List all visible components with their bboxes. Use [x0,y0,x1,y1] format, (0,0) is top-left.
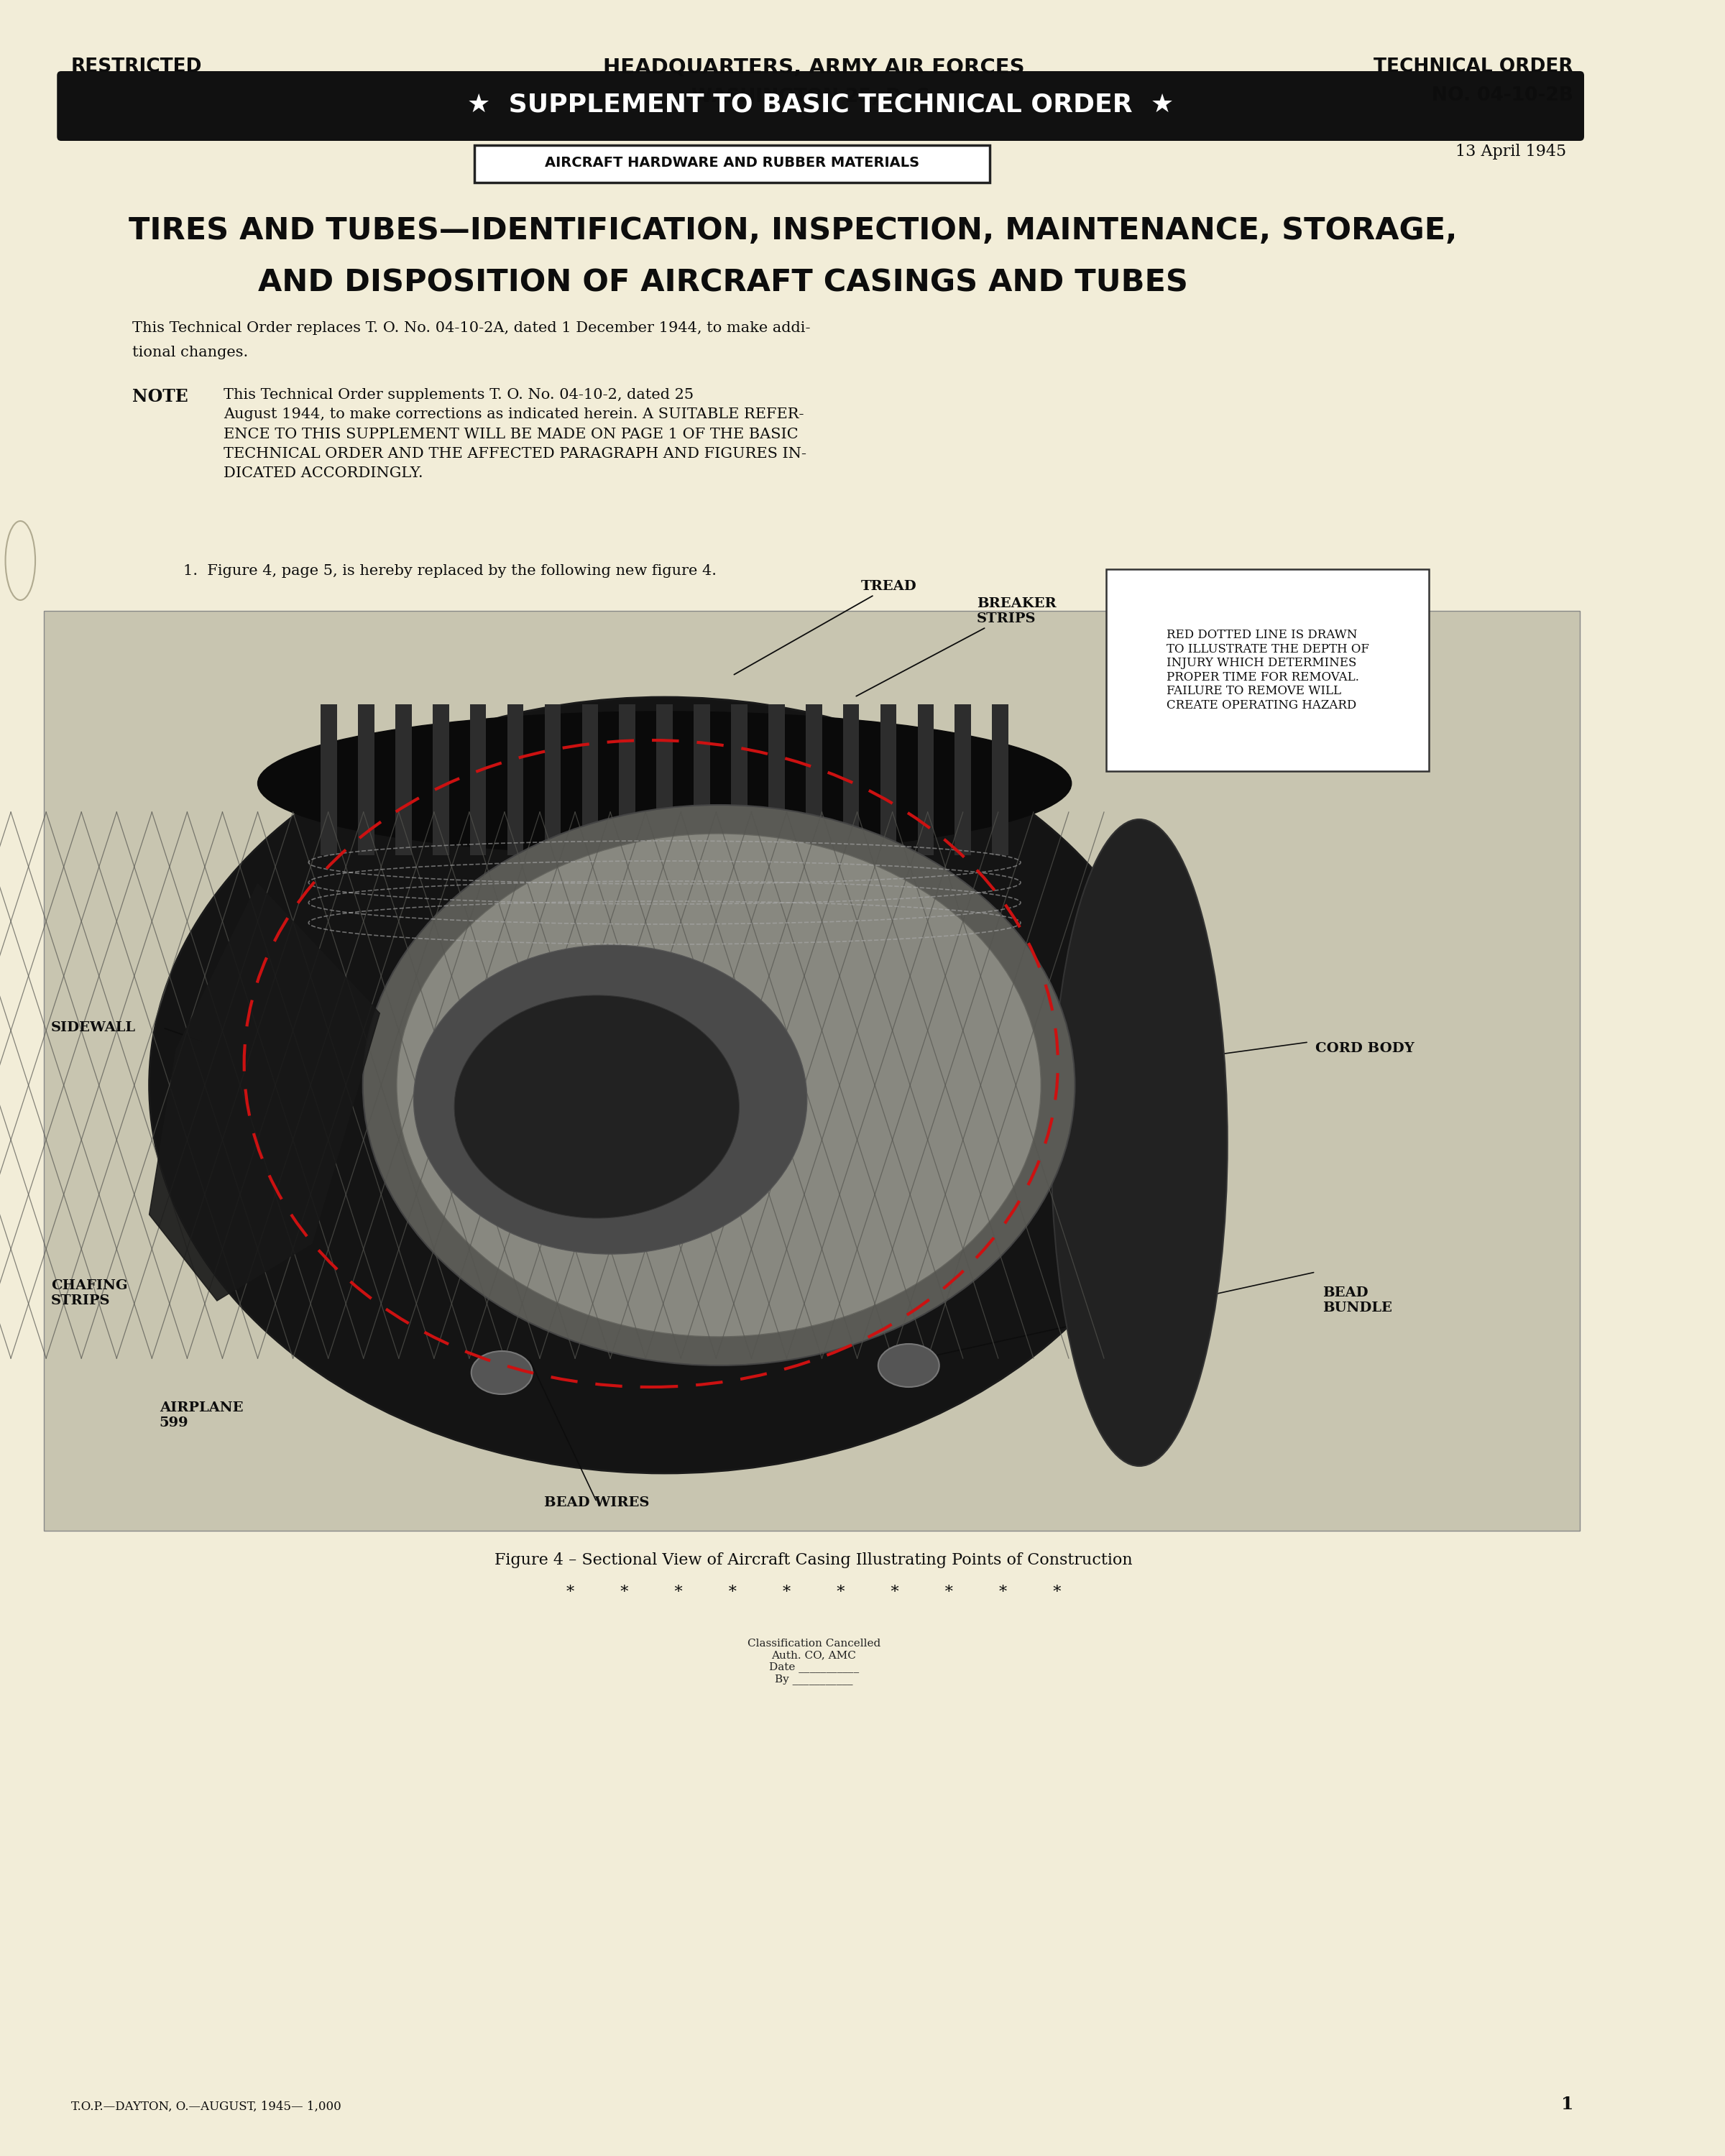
Text: AIRPLANE
599: AIRPLANE 599 [159,1401,243,1429]
Ellipse shape [1051,819,1228,1466]
Bar [619,705,635,856]
Text: tional changes.: tional changes. [133,345,248,360]
Text: SIDEWALL: SIDEWALL [50,1022,136,1035]
Text: This Technical Order supplements T. O. No. 04-10-2, dated 25
August 1944, to mak: This Technical Order supplements T. O. N… [224,388,807,481]
FancyBboxPatch shape [57,71,1584,140]
Polygon shape [148,884,380,1300]
Bar [844,705,859,856]
Bar [545,705,561,856]
Bar [469,705,486,856]
Text: WASHINGTON 25, D. C.: WASHINGTON 25, D. C. [692,88,937,106]
Text: RED DOTTED LINE IS DRAWN
TO ILLUSTRATE THE DEPTH OF
INJURY WHICH DETERMINES
PROP: RED DOTTED LINE IS DRAWN TO ILLUSTRATE T… [1166,630,1370,711]
Ellipse shape [414,944,807,1255]
Text: TREAD: TREAD [735,580,918,675]
Text: Classification Cancelled
Auth. CO, AMC
Date ___________
By ___________: Classification Cancelled Auth. CO, AMC D… [747,1639,880,1684]
Ellipse shape [5,522,35,599]
Ellipse shape [454,996,740,1218]
Bar [657,705,673,856]
Text: T.O.P.—DAYTON, O.—AUGUST, 1945— 1,000: T.O.P.—DAYTON, O.—AUGUST, 1945— 1,000 [71,2100,342,2113]
Ellipse shape [148,696,1180,1473]
Text: AND DISPOSITION OF AIRCRAFT CASINGS AND TUBES: AND DISPOSITION OF AIRCRAFT CASINGS AND … [257,267,1189,298]
Text: This Technical Order replaces T. O. No. 04-10-2A, dated 1 December 1944, to make: This Technical Order replaces T. O. No. … [133,321,811,334]
Text: ★  SUPPLEMENT TO BASIC TECHNICAL ORDER  ★: ★ SUPPLEMENT TO BASIC TECHNICAL ORDER ★ [467,93,1175,116]
Text: AIRCRAFT HARDWARE AND RUBBER MATERIALS: AIRCRAFT HARDWARE AND RUBBER MATERIALS [545,157,919,170]
Text: NOTE: NOTE [133,388,188,405]
Text: TECHNICAL ORDER: TECHNICAL ORDER [1373,58,1573,75]
Bar [474,144,990,183]
Text: BEAD WIRES: BEAD WIRES [543,1496,649,1509]
Bar [956,705,971,856]
Bar [768,705,785,856]
Text: BEAD
BUNDLE: BEAD BUNDLE [1323,1287,1392,1315]
Ellipse shape [471,1352,533,1395]
Bar [806,705,821,856]
Text: *         *         *         *         *         *         *         *         : * * * * * * * * [566,1585,1061,1600]
Bar [395,705,412,856]
Text: CHAFING
STRIPS: CHAFING STRIPS [50,1279,128,1307]
Bar [731,705,747,856]
Bar [507,705,523,856]
Text: 13 April 1945: 13 April 1945 [1456,144,1566,160]
Bar [918,705,933,856]
Bar [359,705,374,856]
Text: RESTRICTED: RESTRICTED [71,58,202,75]
Text: NO. 04-10-2B: NO. 04-10-2B [1432,86,1573,106]
Text: BREAKER
STRIPS: BREAKER STRIPS [856,597,1056,696]
Text: Figure 4 – Sectional View of Aircraft Casing Illustrating Points of Construction: Figure 4 – Sectional View of Aircraft Ca… [495,1552,1133,1567]
Text: 1.  Figure 4, page 5, is hereby replaced by the following new figure 4.: 1. Figure 4, page 5, is hereby replaced … [183,565,716,578]
Bar [880,705,897,856]
Bar [693,705,711,856]
Bar [992,705,1009,856]
Ellipse shape [362,804,1075,1365]
Ellipse shape [878,1343,938,1386]
Text: HEADQUARTERS, ARMY AIR FORCES: HEADQUARTERS, ARMY AIR FORCES [604,58,1025,78]
Ellipse shape [397,834,1040,1337]
Text: CORD BODY: CORD BODY [1316,1041,1414,1054]
Bar [433,705,448,856]
Text: TIRES AND TUBES—IDENTIFICATION, INSPECTION, MAINTENANCE, STORAGE,: TIRES AND TUBES—IDENTIFICATION, INSPECTI… [129,216,1458,246]
Bar [45,610,1580,1531]
Bar [321,705,336,856]
Bar [581,705,599,856]
Ellipse shape [257,711,1071,856]
Text: 1: 1 [1561,2096,1573,2113]
